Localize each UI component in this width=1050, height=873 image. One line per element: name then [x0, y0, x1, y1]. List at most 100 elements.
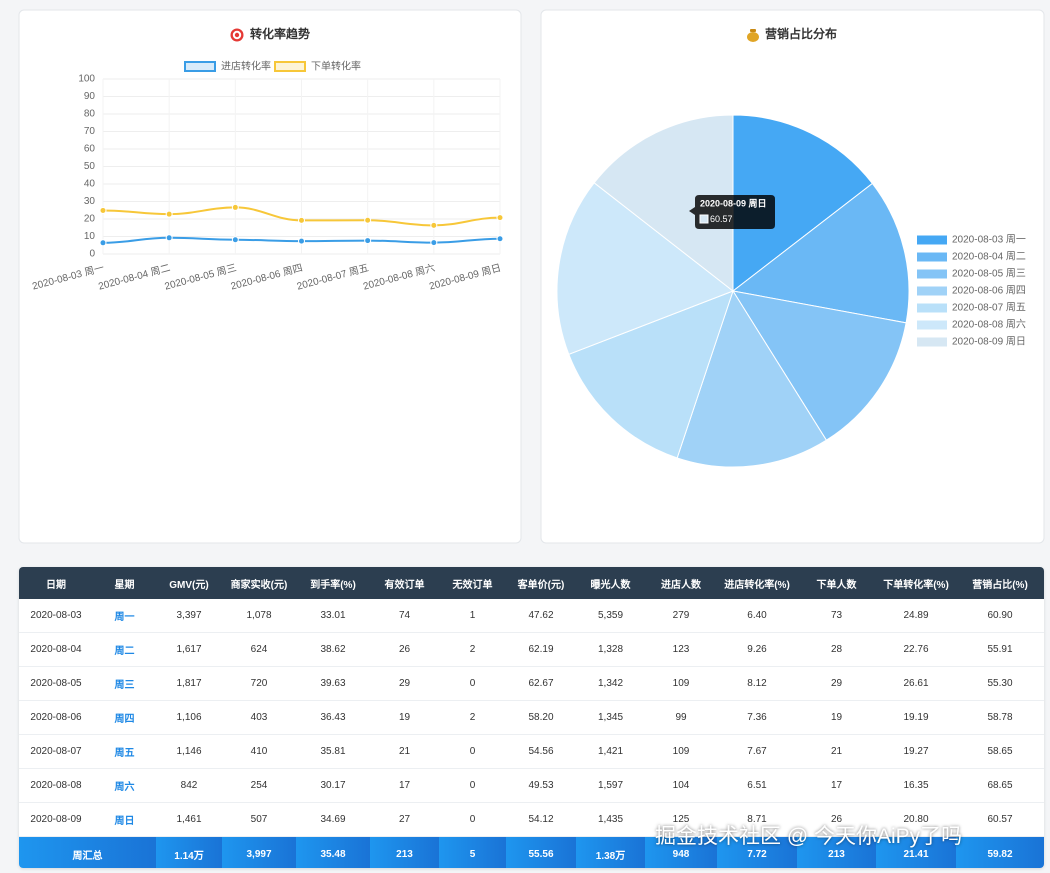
table-cell: 27: [370, 802, 439, 837]
y-tick-label: 50: [84, 161, 96, 172]
total-cell: 55.56: [506, 836, 576, 868]
table-row: 2020-08-07 周五 1,146 410 35.81 21 0 54.56 1,421 10…: [19, 734, 1044, 769]
column-header: 下单转化率(%): [876, 567, 956, 599]
table-cell: 6.40: [717, 599, 797, 633]
total-cell: 1.38万: [576, 836, 645, 868]
legend-label: 2020-08-06 周四: [952, 285, 1026, 297]
legend-label: 2020-08-09 周日: [952, 336, 1026, 348]
table-cell: 1,435: [576, 802, 645, 837]
table-cell: 58.78: [956, 700, 1044, 735]
table-cell: 周日: [93, 802, 156, 837]
column-header: GMV(元): [156, 567, 222, 599]
point: [364, 237, 372, 245]
table-cell: 2020-08-04: [19, 632, 93, 667]
point: [430, 239, 438, 247]
tooltip-value: 60.57: [710, 214, 733, 224]
table-cell: 26: [370, 632, 439, 667]
y-tick-label: 30: [84, 196, 96, 207]
pie-slice: [593, 114, 734, 293]
table-cell: 2020-08-05: [19, 666, 93, 701]
table-cell: 19.19: [876, 700, 956, 735]
column-header: 无效订单: [439, 567, 506, 599]
data-table: 日期 星期 GMV(元) 商家实收(元) 到手率(%) 有效订单 无效订单 客单价(元) 曝光人…: [19, 567, 1044, 868]
y-tick-label: 40: [84, 179, 96, 190]
table-body: 2020-08-03 周一 3,397 1,078 33.01 74 1 47.62 5,359…: [19, 599, 1044, 868]
table-cell: 38.62: [296, 632, 370, 667]
table-cell: 周六: [93, 768, 156, 803]
table-cell: 29: [370, 666, 439, 701]
y-tick-label: 90: [84, 91, 96, 102]
table-cell: 62.67: [506, 666, 576, 701]
column-header: 星期: [93, 567, 156, 599]
legend-label: 2020-08-08 周六: [952, 319, 1026, 331]
column-header: 客单价(元): [506, 567, 576, 599]
y-tick-label: 100: [78, 74, 95, 85]
legend-label: 2020-08-03 周一: [952, 234, 1026, 246]
table-cell: 49.53: [506, 768, 576, 803]
y-tick-label: 0: [89, 249, 95, 260]
card: [18, 9, 522, 544]
table-cell: 28: [797, 632, 876, 667]
table-cell: 2020-08-07: [19, 734, 93, 769]
table-cell: 507: [222, 802, 296, 837]
column-header: 下单人数: [797, 567, 876, 599]
column-header: 进店人数: [645, 567, 717, 599]
table-cell: 2: [439, 700, 506, 735]
table-cell: 1: [439, 599, 506, 633]
table-cell: 周二: [93, 632, 156, 667]
legend-label: 进店转化率: [221, 60, 271, 73]
table-cell: 0: [439, 802, 506, 837]
table-row: 2020-08-09 周日 1,461 507 34.69 27 0 54.12 1,435 12…: [19, 802, 1044, 837]
table-cell: 33.01: [296, 599, 370, 633]
table-cell: 1,421: [576, 734, 645, 769]
point: [99, 206, 107, 214]
table-cell: 20.80: [876, 802, 956, 837]
total-cell: 7.72: [717, 836, 797, 868]
table-cell: 7.67: [717, 734, 797, 769]
target-icon: [230, 28, 244, 42]
y-tick-label: 10: [84, 231, 96, 242]
table-cell: 2020-08-08: [19, 768, 93, 803]
table-cell: 19: [370, 700, 439, 735]
table-cell: 2020-08-03: [19, 599, 93, 633]
table-cell: 74: [370, 599, 439, 633]
table-cell: 5,359: [576, 599, 645, 633]
point: [496, 235, 504, 243]
table-cell: 35.81: [296, 734, 370, 769]
table-cell: 62.19: [506, 632, 576, 667]
table-cell: 17: [797, 768, 876, 803]
table-cell: 19: [797, 700, 876, 735]
y-tick-label: 20: [84, 214, 96, 225]
table-cell: 1,106: [156, 700, 222, 735]
point: [231, 203, 239, 211]
point: [165, 234, 173, 242]
pie-slice: [568, 290, 734, 459]
table-cell: 17: [370, 768, 439, 803]
table-cell: 99: [645, 700, 717, 735]
legend-swatch: [917, 337, 947, 347]
money-icon: [747, 29, 759, 42]
pie-chart: 2020-08-03 周一 2020-08-04 周二 2020-08-05 周三 2…: [556, 114, 1026, 468]
total-cell: 5: [439, 836, 506, 868]
table-cell: 22.76: [876, 632, 956, 667]
total-cell: 3,997: [222, 836, 296, 868]
table-row: 2020-08-06 周四 1,106 403 36.43 19 2 58.20 1,345 99…: [19, 700, 1044, 735]
table-cell: 47.62: [506, 599, 576, 633]
table-cell: 39.63: [296, 666, 370, 701]
table-cell: 21: [797, 734, 876, 769]
table-cell: 8.12: [717, 666, 797, 701]
table-cell: 24.89: [876, 599, 956, 633]
table-cell: 254: [222, 768, 296, 803]
legend-label: 2020-08-04 周二: [952, 251, 1026, 263]
tooltip-box: [689, 195, 775, 229]
table-cell: 0: [439, 768, 506, 803]
y-tick-label: 60: [84, 144, 96, 155]
pie-slice: [676, 289, 828, 468]
total-cell: 948: [645, 836, 717, 868]
table-cell: 3,397: [156, 599, 222, 633]
charts: 转化率趋势 营销占比分布 0 10 20 30 40 50 60 70 80 90 100 2020-…: [18, 9, 1045, 544]
table-cell: 16.35: [876, 768, 956, 803]
pie-slice: [731, 182, 910, 324]
table-cell: 周五: [93, 734, 156, 769]
